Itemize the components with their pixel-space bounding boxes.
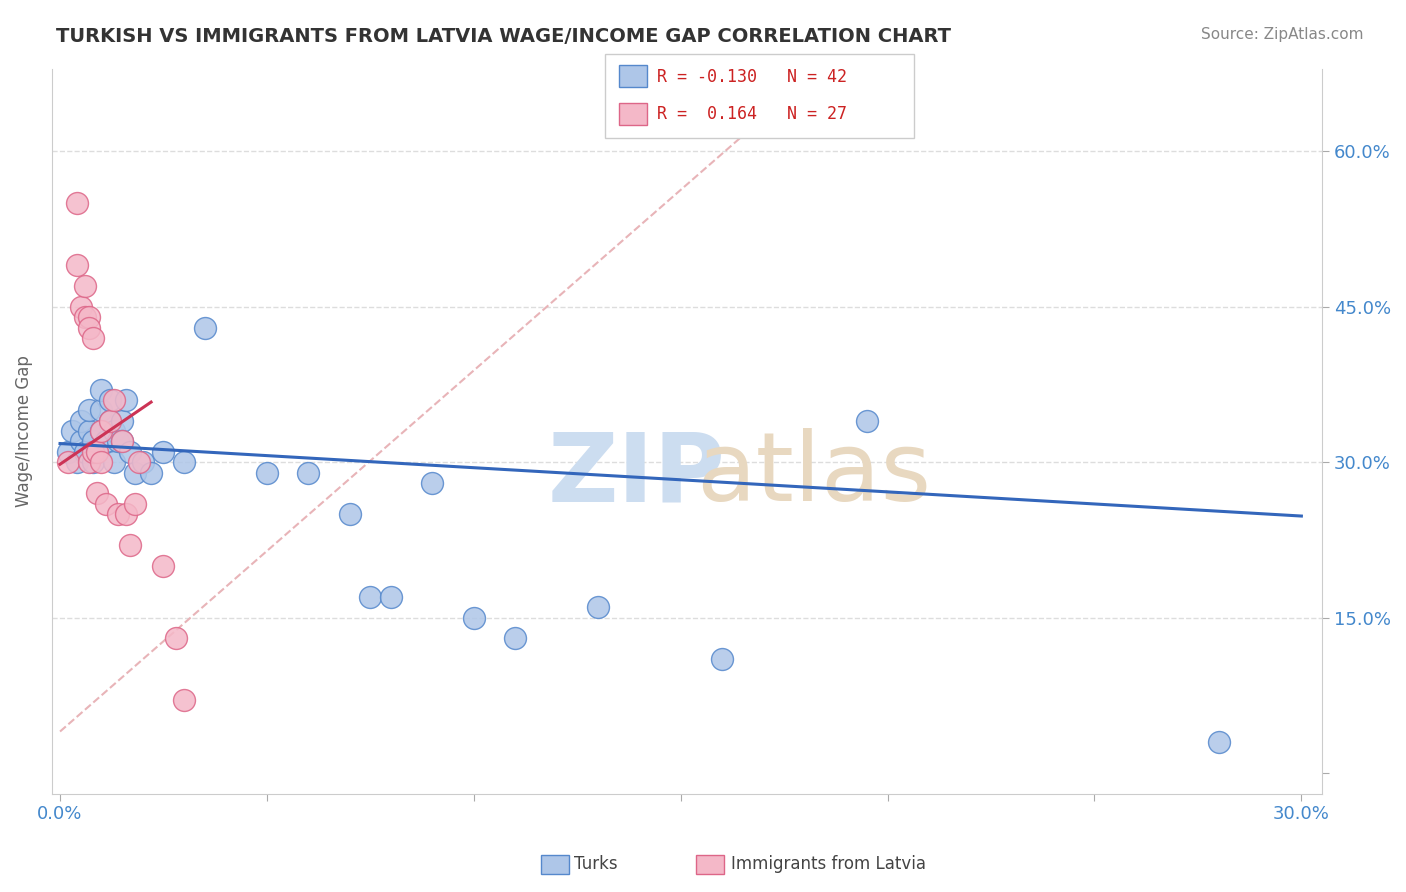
Point: [380, 590, 402, 604]
Text: Source: ZipAtlas.com: Source: ZipAtlas.com: [1201, 27, 1364, 42]
Point: [711, 652, 734, 666]
Point: [69, 434, 91, 449]
Point: [107, 507, 129, 521]
Point: [65, 196, 87, 211]
Point: [152, 558, 174, 573]
Point: [73, 279, 96, 293]
Point: [77, 403, 100, 417]
Point: [69, 300, 91, 314]
Point: [62, 424, 84, 438]
Point: [98, 414, 121, 428]
Point: [503, 632, 526, 646]
Point: [90, 455, 112, 469]
Point: [1208, 735, 1230, 749]
Point: [73, 310, 96, 325]
Point: [297, 466, 319, 480]
Point: [173, 693, 195, 707]
Point: [359, 590, 381, 604]
Point: [73, 445, 96, 459]
Point: [111, 414, 134, 428]
Text: ZIP: ZIP: [547, 428, 725, 521]
Point: [422, 475, 444, 490]
Point: [339, 507, 361, 521]
Point: [128, 455, 150, 469]
Point: [94, 434, 117, 449]
Point: [82, 455, 104, 469]
Text: atlas: atlas: [696, 428, 932, 521]
Point: [58, 455, 80, 469]
Point: [65, 258, 87, 272]
Point: [58, 445, 80, 459]
Point: [90, 424, 112, 438]
Point: [132, 455, 155, 469]
Point: [103, 424, 125, 438]
Y-axis label: Wage/Income Gap: Wage/Income Gap: [15, 355, 32, 507]
Point: [77, 320, 100, 334]
Point: [69, 414, 91, 428]
Point: [103, 392, 125, 407]
Point: [90, 383, 112, 397]
Point: [94, 497, 117, 511]
Point: [856, 414, 879, 428]
Point: [256, 466, 278, 480]
Point: [152, 445, 174, 459]
Point: [86, 445, 108, 459]
Point: [115, 392, 138, 407]
Point: [77, 310, 100, 325]
Point: [586, 600, 609, 615]
Point: [165, 632, 187, 646]
Point: [115, 507, 138, 521]
Point: [173, 455, 195, 469]
Point: [82, 434, 104, 449]
Point: [65, 455, 87, 469]
Point: [86, 486, 108, 500]
Point: [90, 424, 112, 438]
Point: [98, 414, 121, 428]
Point: [124, 497, 146, 511]
Point: [111, 434, 134, 449]
Point: [124, 466, 146, 480]
Point: [107, 434, 129, 449]
Point: [463, 610, 485, 624]
Point: [139, 466, 162, 480]
Point: [90, 403, 112, 417]
Point: [120, 538, 142, 552]
Text: TURKISH VS IMMIGRANTS FROM LATVIA WAGE/INCOME GAP CORRELATION CHART: TURKISH VS IMMIGRANTS FROM LATVIA WAGE/I…: [56, 27, 952, 45]
Text: Immigrants from Latvia: Immigrants from Latvia: [731, 855, 927, 873]
Text: R =  0.164   N = 27: R = 0.164 N = 27: [657, 105, 846, 123]
Point: [86, 445, 108, 459]
Point: [120, 445, 142, 459]
Point: [82, 331, 104, 345]
Point: [77, 424, 100, 438]
Text: R = -0.130   N = 42: R = -0.130 N = 42: [657, 68, 846, 86]
Text: Turks: Turks: [574, 855, 617, 873]
Point: [77, 455, 100, 469]
Point: [82, 445, 104, 459]
Point: [111, 434, 134, 449]
Point: [194, 320, 217, 334]
Point: [103, 455, 125, 469]
Point: [98, 392, 121, 407]
